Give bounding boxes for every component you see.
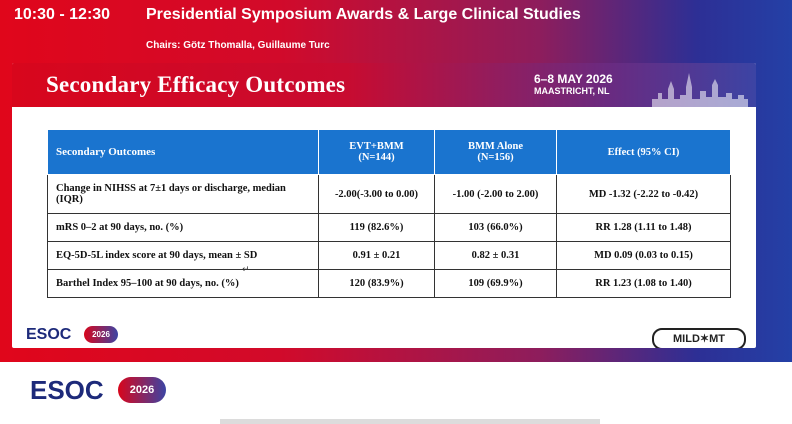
session-title: Presidential Symposium Awards & Large Cl… [146, 6, 581, 23]
session-banner: 10:30 - 12:30 Presidential Symposium Awa… [0, 0, 792, 58]
bmm-cell: 0.82 ± 0.31 [434, 241, 557, 270]
outcome-cell: mRS 0–2 at 90 days, no. (%) [47, 213, 319, 242]
col-header-bmm: BMM Alone (N=156) [434, 129, 557, 175]
table-header-row: Secondary Outcomes EVT+BMM (N=144) BMM A… [47, 129, 731, 175]
event-city: MAASTRICHT, NL [534, 86, 610, 96]
evt-cell: 120 (83.9%) [318, 269, 435, 298]
col-header-effect: Effect (95% CI) [556, 129, 731, 175]
col-header-n: (N=144) [358, 152, 395, 163]
col-header-n: (N=156) [477, 152, 514, 163]
bottom-divider [220, 419, 600, 424]
evt-cell: 119 (82.6%) [318, 213, 435, 242]
table-row: mRS 0–2 at 90 days, no. (%) 119 (82.6%) … [47, 213, 731, 242]
secondary-outcomes-table: Secondary Outcomes EVT+BMM (N=144) BMM A… [47, 129, 731, 298]
evt-cell: -2.00(-3.00 to 0.00) [318, 174, 435, 214]
event-date: 6–8 MAY 2026 [534, 72, 613, 86]
city-skyline-icon [652, 73, 748, 107]
outcome-cell: EQ-5D-5L index score at 90 days, mean ± … [47, 241, 319, 270]
effect-cell: MD 0.09 (0.03 to 0.15) [556, 241, 731, 270]
slide-esoc-logo: ESOC [26, 326, 72, 343]
slide-header: Secondary Efficacy Outcomes 6–8 MAY 2026… [12, 63, 756, 107]
effect-cell: MD -1.32 (-2.22 to -0.42) [556, 174, 731, 214]
footer-esoc-logo: ESOC [30, 375, 104, 405]
col-header-outcomes: Secondary Outcomes [47, 129, 319, 175]
table-row: EQ-5D-5L index score at 90 days, mean ± … [47, 241, 731, 270]
table-row: Change in NIHSS at 7±1 days or discharge… [47, 174, 731, 214]
col-header-evt: EVT+BMM (N=144) [318, 129, 435, 175]
effect-cell: RR 1.28 (1.11 to 1.48) [556, 213, 731, 242]
presentation-slide: Secondary Efficacy Outcomes 6–8 MAY 2026… [12, 63, 756, 348]
outcome-cell: Barthel Index 95–100 at 90 days, no. (%) [47, 269, 319, 298]
bmm-cell: 109 (69.9%) [434, 269, 557, 298]
evt-cell: 0.91 ± 0.21 [318, 241, 435, 270]
mouse-cursor-icon: ↵ [242, 264, 250, 274]
slide-title: Secondary Efficacy Outcomes [46, 72, 346, 97]
col-header-label: Secondary Outcomes [56, 146, 156, 158]
table-row: Barthel Index 95–100 at 90 days, no. (%)… [47, 269, 731, 298]
footer-esoc-year-badge: 2026 [118, 377, 166, 403]
bmm-cell: -1.00 (-2.00 to 2.00) [434, 174, 557, 214]
slide-esoc-year-badge: 2026 [84, 326, 118, 343]
outcome-cell: Change in NIHSS at 7±1 days or discharge… [47, 174, 319, 214]
session-time: 10:30 - 12:30 [14, 6, 111, 23]
bmm-cell: 103 (66.0%) [434, 213, 557, 242]
session-chairs: Chairs: Götz Thomalla, Guillaume Turc [146, 40, 330, 51]
col-header-label: BMM Alone [467, 141, 524, 152]
trial-logo: MILD✶MT [652, 328, 746, 348]
col-header-label: EVT+BMM [349, 141, 404, 152]
effect-cell: RR 1.23 (1.08 to 1.40) [556, 269, 731, 298]
col-header-label: Effect (95% CI) [607, 146, 680, 158]
